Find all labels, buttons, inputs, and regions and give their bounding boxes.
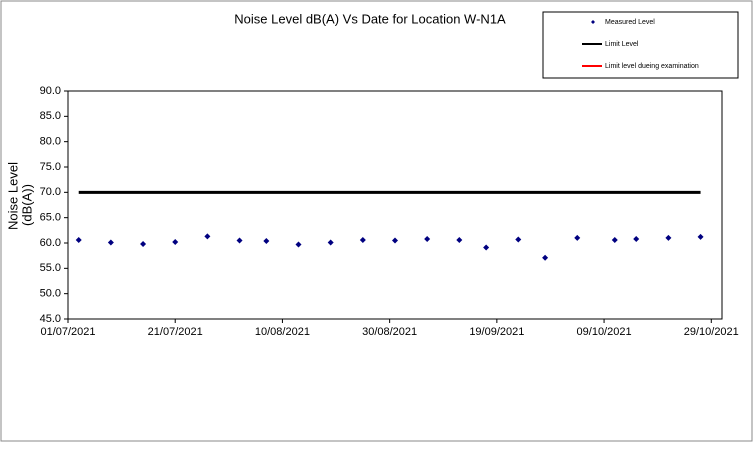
- y-axis-label: Noise Level: [5, 162, 20, 230]
- data-point: [107, 239, 114, 246]
- x-tick-label: 09/10/2021: [577, 326, 632, 338]
- data-point: [263, 237, 270, 244]
- y-tick-label: 60.0: [40, 237, 61, 249]
- chart-title: Noise Level dB(A) Vs Date for Location W…: [234, 11, 506, 26]
- x-tick-label: 29/10/2021: [684, 326, 739, 338]
- legend-label: Limit Level: [605, 41, 639, 48]
- y-tick-label: 75.0: [40, 161, 61, 173]
- data-point: [295, 241, 302, 248]
- data-point: [424, 235, 431, 242]
- data-point: [140, 241, 147, 248]
- x-tick-label: 10/08/2021: [255, 326, 310, 338]
- data-point: [483, 244, 490, 251]
- legend-marker: [591, 20, 595, 24]
- data-point: [75, 236, 82, 243]
- data-point: [633, 235, 640, 242]
- y-tick-label: 80.0: [40, 136, 61, 148]
- plot-area: [67, 90, 723, 320]
- y-tick-label: 70.0: [40, 186, 61, 198]
- y-axis-label: (dB(A)): [19, 184, 34, 226]
- data-point: [515, 236, 522, 243]
- data-point: [542, 254, 549, 261]
- x-tick-label: 21/07/2021: [148, 326, 203, 338]
- legend-box: [542, 11, 739, 79]
- legend-label: Measured Level: [605, 19, 655, 26]
- data-point: [456, 236, 463, 243]
- y-tick-label: 65.0: [40, 212, 61, 224]
- y-tick-label: 85.0: [40, 110, 61, 122]
- data-point: [327, 239, 334, 246]
- data-point: [574, 234, 581, 241]
- x-tick-label: 30/08/2021: [362, 326, 417, 338]
- data-point: [665, 234, 672, 241]
- data-point: [611, 236, 618, 243]
- x-tick-label: 19/09/2021: [469, 326, 524, 338]
- x-tick-label: 01/07/2021: [40, 326, 95, 338]
- data-point: [359, 236, 366, 243]
- y-tick-label: 55.0: [40, 262, 61, 274]
- y-tick-label: 50.0: [40, 288, 61, 300]
- y-tick-label: 90.0: [40, 85, 61, 97]
- data-point: [697, 233, 704, 240]
- y-tick-label: 45.0: [40, 313, 61, 325]
- data-point: [392, 237, 398, 244]
- data-point: [204, 233, 211, 240]
- legend-label: Limit level dueing examination: [605, 63, 699, 70]
- data-point: [236, 237, 243, 244]
- data-point: [172, 238, 179, 245]
